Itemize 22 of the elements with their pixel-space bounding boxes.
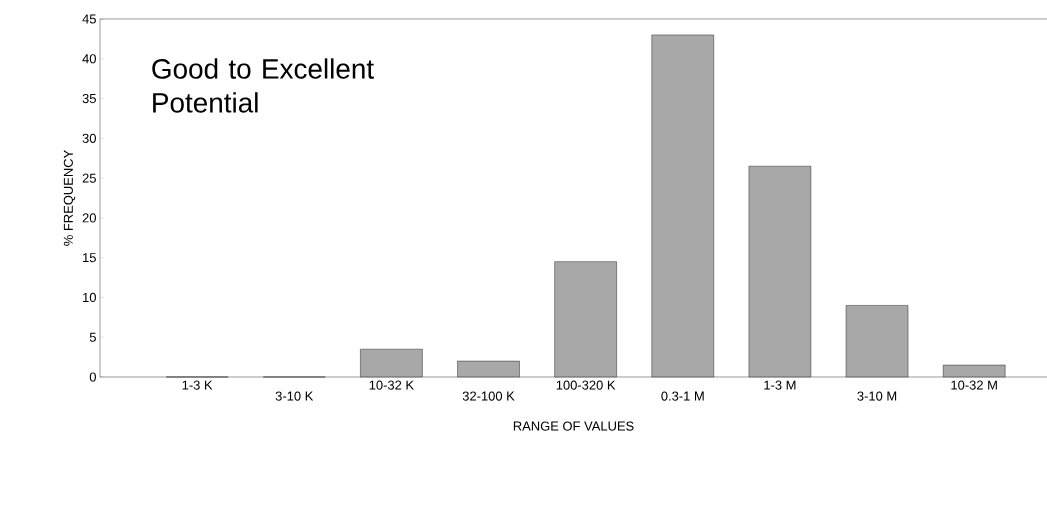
x-tick-label: 3-10 M [857,391,897,401]
x-tick-label: 0.3-1 M [661,391,704,401]
y-tick-label: 30 [82,133,96,143]
x-tick-label: 10-32 K [369,380,414,390]
y-tick-label: 40 [82,54,96,64]
y-tick-label: 5 [89,332,96,342]
y-tick-label: 25 [82,173,96,183]
x-tick-label: 100-320 K [556,380,616,390]
y-tick-label: 15 [83,253,96,263]
annotation: Good to Excellent Potential [152,58,374,113]
y-tick-label: 0 [89,372,96,382]
y-tick-label: 35 [82,93,96,104]
y-tick-label: 10 [83,292,96,303]
x-tick-label: 10-32 M [951,380,997,390]
x-tick-label: 32-100 K [462,391,515,401]
y-axis-title: % FREQUENCY [63,150,76,246]
y-tick-label: 45 [82,14,96,24]
x-axis-title: RANGE OF VALUES [513,421,634,431]
x-tick-label: 3-10 K [275,391,314,401]
x-tick-label: 1-3 K [182,380,213,390]
x-tick-label: 1-3 M [764,380,796,390]
y-tick-label: 20 [82,213,96,223]
